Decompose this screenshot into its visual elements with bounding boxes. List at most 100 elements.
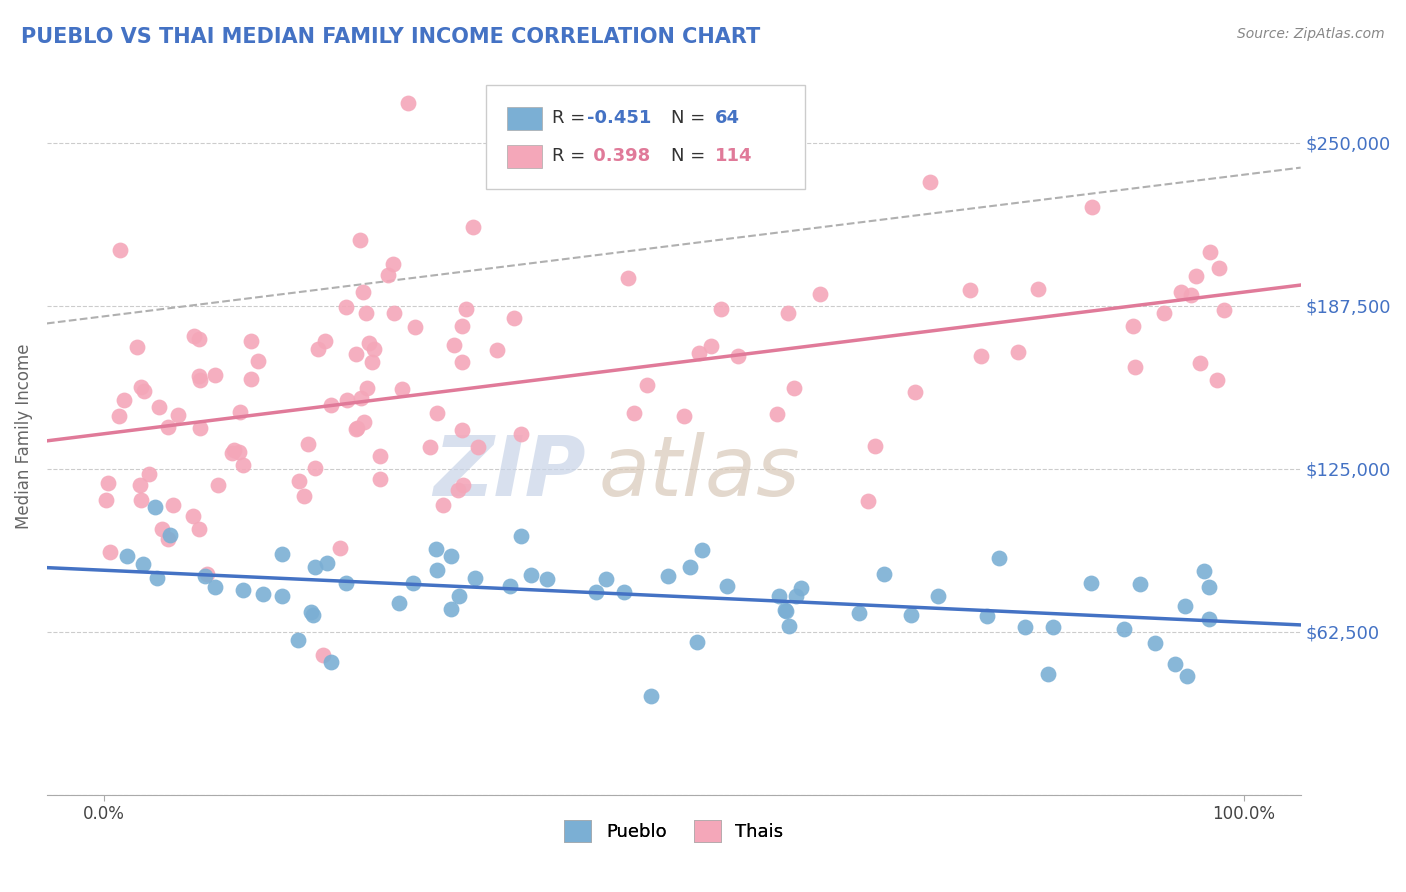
Point [346,420,368,434]
Point [716,579,738,593]
Point [357,335,380,350]
Point [129,493,152,508]
Point [467,440,489,454]
Point [440,602,463,616]
Point [679,560,702,574]
Point [157,532,180,546]
Point [440,549,463,563]
Point [623,406,645,420]
Point [486,343,509,357]
Point [690,543,713,558]
Point [157,420,180,434]
Point [510,529,533,543]
Point [1198,244,1220,259]
Point [190,421,212,435]
Point [1208,260,1230,275]
Point [1112,622,1135,636]
Point [426,563,449,577]
Point [132,558,155,572]
Point [672,409,695,424]
Point [775,604,797,618]
Point [159,528,181,542]
Legend: Pueblo, Thais: Pueblo, Thais [555,811,792,851]
Point [970,349,993,363]
Text: N =: N = [671,147,711,165]
Point [1014,620,1036,634]
Point [920,175,942,189]
Point [710,302,733,317]
Point [1180,288,1202,302]
Point [204,581,226,595]
Point [1123,360,1146,375]
Point [361,355,384,369]
Point [117,549,139,563]
Text: atlas: atlas [599,432,800,513]
Point [1170,285,1192,300]
Text: R =: R = [553,147,591,165]
Point [900,607,922,622]
Text: ZIP: ZIP [433,432,586,513]
Point [595,572,617,586]
Point [778,306,800,320]
Point [134,384,156,398]
Point [363,342,385,356]
Point [509,427,531,442]
Point [252,587,274,601]
Point [685,635,707,649]
Point [613,585,636,599]
Point [1143,636,1166,650]
Point [204,368,226,382]
Point [302,607,325,622]
Point [294,489,316,503]
Point [775,603,797,617]
Point [976,609,998,624]
Point [183,329,205,343]
Point [927,589,949,603]
Point [127,339,149,353]
Point [783,382,806,396]
Point [1122,319,1144,334]
Point [353,415,375,429]
Point [350,391,373,405]
Point [329,541,352,556]
Point [239,334,262,348]
Point [368,449,391,463]
Point [382,305,405,319]
Point [183,508,205,523]
Point [270,590,292,604]
Point [304,560,326,574]
Point [221,446,243,460]
Point [187,368,209,383]
Point [138,467,160,482]
Point [232,458,254,472]
Point [162,498,184,512]
Point [344,346,367,360]
Point [146,571,169,585]
Point [1177,669,1199,683]
Point [319,398,342,412]
Point [1194,564,1216,578]
Point [368,473,391,487]
Point [402,576,425,591]
Point [426,406,449,420]
Point [959,284,981,298]
Point [1163,657,1185,671]
Point [700,339,723,353]
Point [100,545,122,559]
Point [640,689,662,703]
Point [1212,303,1234,318]
Point [790,581,813,595]
Text: -0.451: -0.451 [588,110,651,128]
Point [107,409,129,423]
Point [536,572,558,586]
Point [356,381,378,395]
Point [335,576,357,591]
Point [456,302,478,317]
Point [388,596,411,610]
Point [335,301,357,315]
Point [585,585,607,599]
Point [1188,356,1211,370]
Point [778,619,800,633]
Point [96,475,118,490]
Point [247,354,270,368]
